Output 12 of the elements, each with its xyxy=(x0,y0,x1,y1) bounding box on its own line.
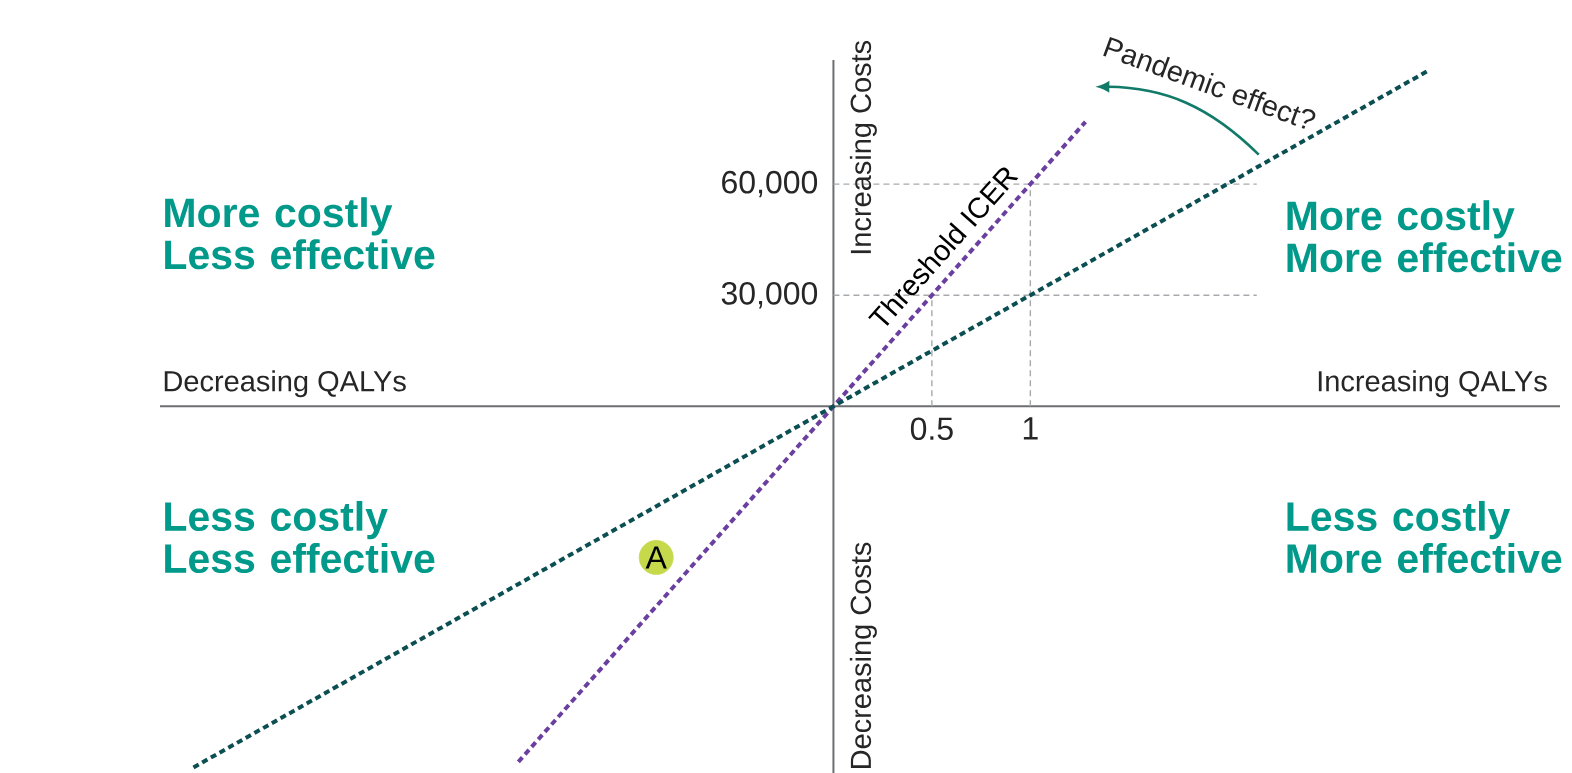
x-tick-label: 1 xyxy=(1023,417,1038,440)
annotation: More costly More effective xyxy=(1287,200,1562,273)
legend-label: A xyxy=(645,546,667,569)
annotation: Increasing QALYs xyxy=(1318,370,1547,398)
annotation: Decreasing Costs xyxy=(849,542,877,769)
annotation: Decreasing QALYs xyxy=(164,370,406,398)
annotation: Less costly Less effective xyxy=(165,500,435,574)
x-tick-label: 0.5 xyxy=(910,417,953,441)
annotation: More costly Less effective xyxy=(165,197,435,270)
annotation: Less costly More effective xyxy=(1287,500,1562,574)
y-tick-label: 30,000 xyxy=(721,281,818,309)
y-tick-label: 60,000 xyxy=(722,170,818,198)
